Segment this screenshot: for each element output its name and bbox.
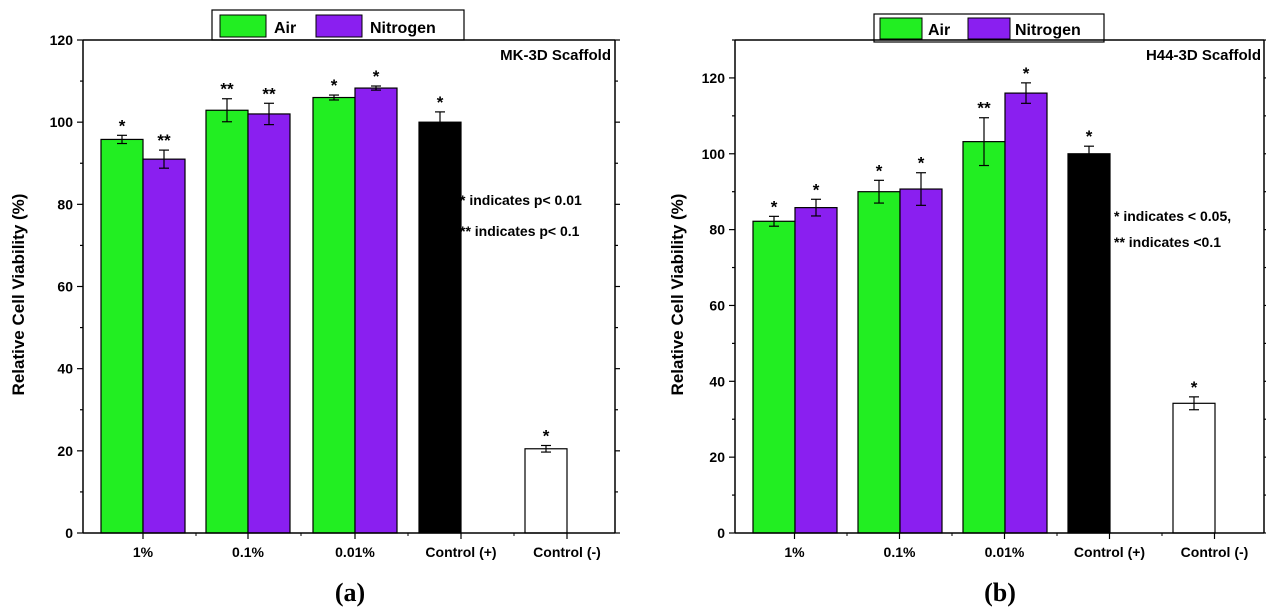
y-tick-label: 100 <box>50 114 74 130</box>
bar-nitrogen-0 <box>794 207 838 534</box>
significance-marker: * <box>331 76 338 95</box>
y-axis-label: Relative Cell Viability (%) <box>9 194 28 396</box>
y-tick-label: 120 <box>50 32 74 48</box>
x-tick-label: Control (-) <box>533 544 601 560</box>
significance-marker: * <box>437 93 444 112</box>
significance-marker: * <box>813 180 820 199</box>
y-tick-label: 40 <box>709 373 725 389</box>
legend-swatch-air <box>219 14 267 38</box>
y-tick-label: 0 <box>65 525 73 541</box>
bar-nitrogen-1 <box>247 113 291 534</box>
significance-marker: * <box>1191 378 1198 397</box>
bar-air-2 <box>962 141 1006 534</box>
significance-marker: ** <box>157 131 171 150</box>
bar-air-1 <box>205 109 249 534</box>
significance-marker: * <box>1023 64 1030 83</box>
panel-label: (b) <box>984 578 1016 607</box>
bar-control--3 <box>1067 153 1111 534</box>
significance-note: * indicates p< 0.01 <box>460 192 582 208</box>
y-tick-label: 100 <box>702 146 726 162</box>
legend-swatch-nitrogen <box>967 17 1011 40</box>
legend-label-air: Air <box>274 20 296 37</box>
bar-control--3 <box>418 121 462 534</box>
significance-marker: ** <box>977 99 991 118</box>
legend-label-nitrogen: Nitrogen <box>1015 22 1081 39</box>
chart-title: H44-3D Scaffold <box>1146 47 1261 64</box>
x-tick-label: Control (-) <box>1181 544 1249 560</box>
bar-control--4 <box>524 448 568 534</box>
significance-note: ** indicates <0.1 <box>1114 234 1221 250</box>
panel-label: (a) <box>335 578 365 607</box>
bar-air-0 <box>752 220 796 534</box>
bar-control--4 <box>1172 402 1216 534</box>
bar-nitrogen-1 <box>899 188 943 534</box>
y-tick-label: 80 <box>57 196 73 212</box>
legend-label-nitrogen: Nitrogen <box>370 20 436 37</box>
x-tick-label: Control (+) <box>425 544 496 560</box>
significance-marker: * <box>543 426 550 445</box>
y-tick-label: 0 <box>717 525 725 541</box>
bar-air-2 <box>312 96 356 534</box>
y-tick-label: 40 <box>57 361 73 377</box>
significance-marker: * <box>119 116 126 135</box>
bar-nitrogen-2 <box>1004 92 1048 534</box>
y-tick-label: 80 <box>709 222 725 238</box>
significance-marker: * <box>373 67 380 86</box>
x-tick-label: 0.1% <box>884 544 916 560</box>
legend-a: Air Nitrogen <box>211 9 465 41</box>
significance-note: ** indicates p< 0.1 <box>460 223 580 239</box>
x-tick-label: Control (+) <box>1074 544 1145 560</box>
legend-swatch-nitrogen <box>315 14 363 38</box>
y-tick-label: 20 <box>57 443 73 459</box>
significance-note: * indicates < 0.05, <box>1114 208 1231 224</box>
bar-air-0 <box>100 138 144 534</box>
x-tick-label: 0.1% <box>232 544 264 560</box>
significance-marker: * <box>1086 127 1093 146</box>
significance-marker: * <box>771 197 778 216</box>
legend-b: Air Nitrogen <box>873 13 1105 43</box>
significance-marker: * <box>918 154 925 173</box>
x-tick-label: 1% <box>784 544 805 560</box>
legend-swatch-air <box>879 17 923 40</box>
bar-air-1 <box>857 191 901 534</box>
chart-title: MK-3D Scaffold <box>500 47 611 64</box>
x-tick-label: 0.01% <box>335 544 375 560</box>
x-tick-label: 0.01% <box>985 544 1025 560</box>
y-tick-label: 120 <box>702 70 726 86</box>
bar-nitrogen-0 <box>142 158 186 534</box>
x-tick-label: 1% <box>133 544 154 560</box>
y-tick-label: 60 <box>57 279 73 295</box>
significance-marker: * <box>876 161 883 180</box>
y-tick-label: 60 <box>709 297 725 313</box>
y-axis-label: Relative Cell Viability (%) <box>668 194 687 396</box>
significance-marker: ** <box>262 84 276 103</box>
significance-marker: ** <box>220 80 234 99</box>
legend-label-air: Air <box>928 22 950 39</box>
y-tick-label: 20 <box>709 449 725 465</box>
bar-nitrogen-2 <box>354 87 398 534</box>
